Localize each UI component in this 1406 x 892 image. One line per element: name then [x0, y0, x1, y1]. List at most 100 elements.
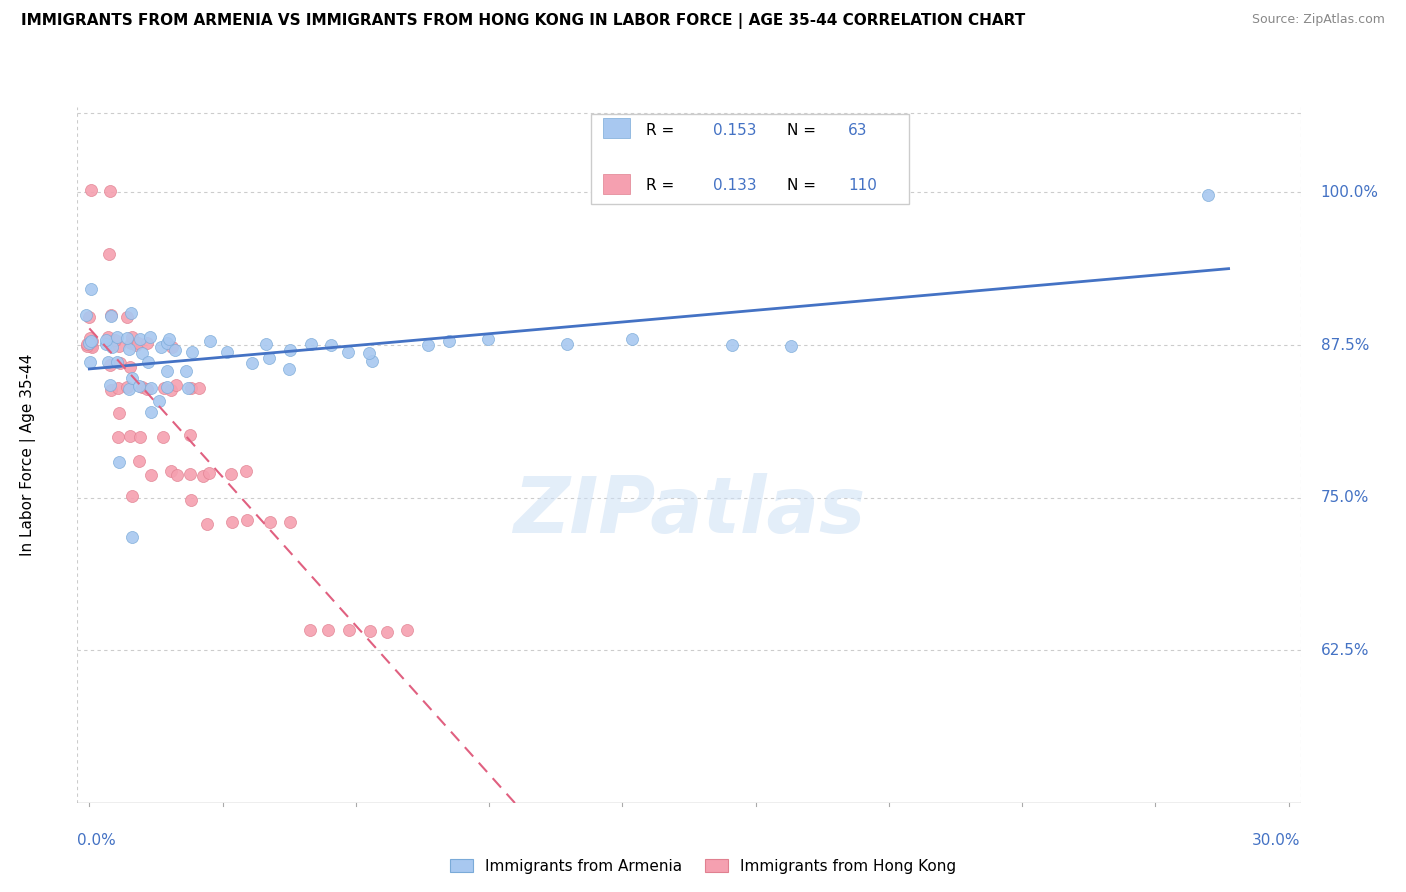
Point	[101, 339, 124, 353]
Point	[240, 356, 263, 370]
Point	[80, 183, 103, 197]
Point	[236, 513, 259, 527]
Point	[141, 467, 163, 482]
Text: 63: 63	[848, 122, 868, 137]
Point	[439, 334, 461, 348]
Point	[620, 332, 643, 346]
Point	[80, 340, 103, 354]
Text: R =: R =	[647, 178, 679, 194]
Point	[139, 330, 162, 344]
Point	[278, 516, 301, 530]
Point	[100, 308, 122, 322]
Point	[135, 335, 157, 350]
Text: IMMIGRANTS FROM ARMENIA VS IMMIGRANTS FROM HONG KONG IN LABOR FORCE | AGE 35-44 : IMMIGRANTS FROM ARMENIA VS IMMIGRANTS FR…	[21, 13, 1025, 29]
Point	[131, 346, 153, 360]
Point	[120, 360, 142, 375]
Point	[198, 334, 221, 348]
Point	[278, 361, 301, 376]
Point	[79, 336, 101, 351]
Point	[136, 355, 159, 369]
Point	[121, 336, 143, 351]
Point	[98, 184, 121, 198]
Point	[180, 381, 202, 395]
Point	[316, 623, 339, 637]
Point	[97, 355, 120, 369]
Point	[141, 405, 163, 419]
Point	[180, 492, 202, 507]
Point	[108, 406, 131, 420]
FancyBboxPatch shape	[591, 114, 910, 204]
Point	[76, 336, 98, 351]
Point	[221, 515, 243, 529]
Legend: Immigrants from Armenia, Immigrants from Hong Kong: Immigrants from Armenia, Immigrants from…	[444, 853, 962, 880]
Point	[97, 330, 120, 344]
Point	[129, 430, 152, 444]
FancyBboxPatch shape	[603, 119, 630, 138]
Point	[96, 337, 118, 351]
Point	[299, 623, 322, 637]
Point	[120, 428, 142, 442]
Point	[180, 345, 202, 359]
Point	[375, 624, 398, 639]
Point	[555, 336, 578, 351]
Point	[477, 332, 499, 346]
Point	[124, 337, 146, 351]
Text: N =: N =	[787, 122, 821, 137]
Point	[165, 378, 187, 392]
Point	[79, 331, 101, 345]
Point	[179, 427, 201, 442]
Point	[361, 354, 384, 368]
Text: 87.5%: 87.5%	[1320, 337, 1369, 352]
Point	[107, 339, 129, 353]
Point	[98, 378, 121, 392]
Point	[108, 455, 131, 469]
Point	[416, 338, 439, 352]
Point	[107, 381, 129, 395]
Point	[121, 530, 143, 544]
Point	[100, 309, 122, 323]
Text: 110: 110	[848, 178, 877, 194]
Point	[152, 430, 174, 444]
Point	[160, 340, 183, 354]
Point	[127, 335, 149, 350]
Point	[104, 333, 127, 347]
Point	[98, 358, 121, 372]
Point	[136, 382, 159, 396]
Point	[121, 330, 143, 344]
Point	[100, 383, 122, 397]
Point	[1197, 187, 1219, 202]
Point	[299, 336, 322, 351]
Point	[176, 382, 198, 396]
Point	[108, 356, 131, 370]
Text: 62.5%: 62.5%	[1320, 643, 1369, 657]
Point	[118, 343, 141, 357]
Point	[96, 333, 118, 347]
Point	[195, 517, 218, 532]
Point	[80, 334, 103, 349]
Text: ZIPatlas: ZIPatlas	[513, 473, 865, 549]
Point	[337, 624, 360, 638]
Text: N =: N =	[787, 178, 821, 194]
Point	[100, 337, 122, 351]
Point	[131, 380, 153, 394]
Point	[156, 380, 179, 394]
Text: 0.153: 0.153	[713, 122, 756, 137]
Point	[141, 381, 163, 395]
Text: 100.0%: 100.0%	[1320, 185, 1378, 200]
Point	[115, 331, 138, 345]
Point	[120, 306, 142, 320]
Point	[278, 343, 301, 357]
Point	[128, 378, 150, 392]
Point	[77, 336, 100, 351]
Point	[259, 515, 281, 529]
Text: In Labor Force | Age 35-44: In Labor Force | Age 35-44	[21, 354, 37, 556]
Point	[121, 489, 143, 503]
Point	[198, 466, 221, 480]
Point	[179, 467, 201, 481]
Point	[217, 345, 239, 359]
Point	[235, 464, 257, 478]
Point	[396, 623, 419, 637]
Point	[80, 338, 103, 352]
Point	[79, 355, 101, 369]
Point	[121, 371, 143, 385]
